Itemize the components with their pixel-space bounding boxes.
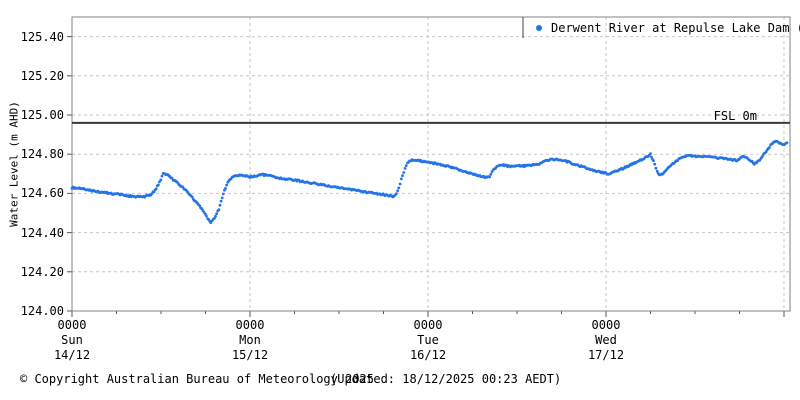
- data-point: [221, 192, 225, 196]
- data-point: [397, 186, 401, 190]
- data-point: [488, 175, 491, 179]
- data-point: [395, 192, 398, 196]
- data-point: [401, 174, 404, 178]
- data-point: [650, 155, 653, 159]
- data-point: [220, 196, 224, 200]
- plot-border: [71, 16, 791, 312]
- y-tick-label: 125.00: [20, 108, 64, 122]
- data-point: [768, 146, 771, 149]
- data-point: [217, 208, 221, 212]
- data-point: [398, 182, 402, 186]
- x-day-label: 0000 Mon 15/12: [231, 318, 269, 362]
- x-day-label: 0000 Wed 17/12: [587, 318, 625, 362]
- data-point: [213, 217, 216, 220]
- legend-marker-icon: [536, 24, 542, 31]
- fsl-reference-label: FSL 0m: [713, 109, 757, 123]
- y-tick-label: 125.20: [20, 68, 64, 83]
- data-point: [224, 187, 227, 190]
- data-point: [154, 187, 158, 191]
- y-tick-label: 124.60: [20, 186, 64, 201]
- data-point: [170, 176, 174, 180]
- y-tick-label: 125.40: [20, 29, 64, 44]
- data-point: [214, 214, 217, 218]
- x-day-label: 0000 Sun 14/12: [53, 318, 91, 362]
- data-point: [152, 190, 156, 194]
- data-point: [402, 171, 406, 174]
- data-point: [205, 214, 208, 218]
- data-point: [652, 159, 655, 163]
- updated-text: (Updated: 18/12/2025 00:23 AEDT): [330, 372, 562, 386]
- data-point: [654, 166, 658, 170]
- y-tick-label: 124.40: [20, 225, 64, 240]
- data-point: [403, 167, 407, 170]
- data-point: [655, 169, 659, 173]
- data-point: [219, 199, 223, 203]
- legend-series-label: Derwent River at Repulse Lake Dam (59503…: [551, 20, 800, 35]
- y-tick-label: 124.00: [20, 304, 64, 318]
- copyright-text: © Copyright Australian Bureau of Meteoro…: [20, 372, 375, 386]
- data-point: [158, 180, 161, 184]
- data-point: [649, 152, 652, 156]
- y-tick-label: 124.80: [20, 147, 64, 162]
- data-point: [190, 195, 194, 199]
- data-point: [200, 207, 204, 211]
- data-point: [159, 178, 163, 182]
- data-point: [215, 212, 219, 216]
- data-point: [157, 183, 160, 187]
- data-point: [404, 164, 408, 168]
- legend: Derwent River at Repulse Lake Dam (59503…: [524, 18, 800, 37]
- data-point: [785, 141, 789, 145]
- data-point: [160, 174, 164, 178]
- y-tick-label: 124.20: [20, 264, 64, 279]
- data-point: [653, 162, 657, 166]
- data-point: [399, 177, 403, 181]
- data-point: [218, 203, 222, 207]
- data-point: [225, 183, 229, 187]
- data-point: [489, 173, 493, 176]
- data-point: [198, 204, 202, 208]
- x-day-label: 0000 Tue 16/12: [409, 318, 447, 362]
- data-point: [396, 189, 399, 193]
